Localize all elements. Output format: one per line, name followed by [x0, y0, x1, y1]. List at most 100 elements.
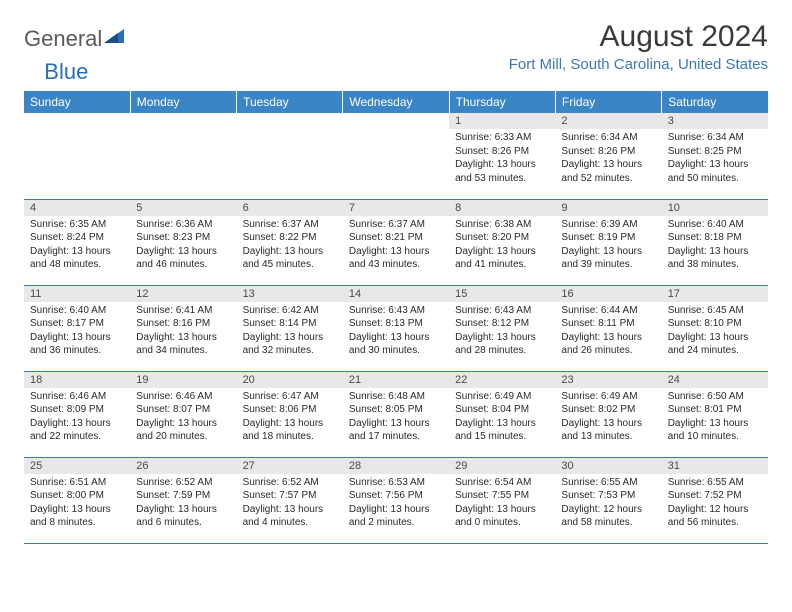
day-details: Sunrise: 6:52 AMSunset: 7:57 PMDaylight:…	[237, 474, 343, 534]
calendar-day-cell: 24Sunrise: 6:50 AMSunset: 8:01 PMDayligh…	[662, 371, 768, 457]
day-number: 13	[237, 286, 343, 302]
logo-text-blue: Blue	[44, 59, 88, 85]
day-number: 9	[555, 200, 661, 216]
calendar-week-row: 25Sunrise: 6:51 AMSunset: 8:00 PMDayligh…	[24, 457, 768, 543]
day-details: Sunrise: 6:54 AMSunset: 7:55 PMDaylight:…	[449, 474, 555, 534]
day-number: 11	[24, 286, 130, 302]
calendar-day-cell: 10Sunrise: 6:40 AMSunset: 8:18 PMDayligh…	[662, 199, 768, 285]
calendar-page: General August 2024 Fort Mill, South Car…	[0, 0, 792, 564]
month-title: August 2024	[509, 20, 768, 54]
calendar-day-cell: 28Sunrise: 6:53 AMSunset: 7:56 PMDayligh…	[343, 457, 449, 543]
day-number: 4	[24, 200, 130, 216]
day-number: 19	[130, 372, 236, 388]
day-details: Sunrise: 6:53 AMSunset: 7:56 PMDaylight:…	[343, 474, 449, 534]
day-details: Sunrise: 6:37 AMSunset: 8:22 PMDaylight:…	[237, 216, 343, 276]
day-number: 21	[343, 372, 449, 388]
calendar-day-cell: 30Sunrise: 6:55 AMSunset: 7:53 PMDayligh…	[555, 457, 661, 543]
day-details: Sunrise: 6:46 AMSunset: 8:09 PMDaylight:…	[24, 388, 130, 448]
day-details: Sunrise: 6:48 AMSunset: 8:05 PMDaylight:…	[343, 388, 449, 448]
calendar-day-cell: 18Sunrise: 6:46 AMSunset: 8:09 PMDayligh…	[24, 371, 130, 457]
calendar-header-row: SundayMondayTuesdayWednesdayThursdayFrid…	[24, 91, 768, 113]
day-number: 3	[662, 113, 768, 129]
day-details: Sunrise: 6:42 AMSunset: 8:14 PMDaylight:…	[237, 302, 343, 362]
day-number: 31	[662, 458, 768, 474]
day-number: 1	[449, 113, 555, 129]
calendar-day-cell: 19Sunrise: 6:46 AMSunset: 8:07 PMDayligh…	[130, 371, 236, 457]
calendar-day-cell: 6Sunrise: 6:37 AMSunset: 8:22 PMDaylight…	[237, 199, 343, 285]
weekday-header: Sunday	[24, 91, 130, 113]
day-details: Sunrise: 6:51 AMSunset: 8:00 PMDaylight:…	[24, 474, 130, 534]
day-details: Sunrise: 6:41 AMSunset: 8:16 PMDaylight:…	[130, 302, 236, 362]
calendar-day-cell	[130, 113, 236, 199]
day-details: Sunrise: 6:46 AMSunset: 8:07 PMDaylight:…	[130, 388, 236, 448]
calendar-day-cell: 11Sunrise: 6:40 AMSunset: 8:17 PMDayligh…	[24, 285, 130, 371]
day-details: Sunrise: 6:55 AMSunset: 7:52 PMDaylight:…	[662, 474, 768, 534]
day-details: Sunrise: 6:37 AMSunset: 8:21 PMDaylight:…	[343, 216, 449, 276]
day-details: Sunrise: 6:34 AMSunset: 8:25 PMDaylight:…	[662, 129, 768, 189]
calendar-week-row: 1Sunrise: 6:33 AMSunset: 8:26 PMDaylight…	[24, 113, 768, 199]
day-number: 24	[662, 372, 768, 388]
calendar-table: SundayMondayTuesdayWednesdayThursdayFrid…	[24, 91, 768, 544]
day-details: Sunrise: 6:47 AMSunset: 8:06 PMDaylight:…	[237, 388, 343, 448]
calendar-week-row: 18Sunrise: 6:46 AMSunset: 8:09 PMDayligh…	[24, 371, 768, 457]
logo-icon	[104, 25, 126, 51]
day-number: 15	[449, 286, 555, 302]
day-number: 16	[555, 286, 661, 302]
calendar-day-cell: 15Sunrise: 6:43 AMSunset: 8:12 PMDayligh…	[449, 285, 555, 371]
day-details: Sunrise: 6:52 AMSunset: 7:59 PMDaylight:…	[130, 474, 236, 534]
calendar-week-row: 11Sunrise: 6:40 AMSunset: 8:17 PMDayligh…	[24, 285, 768, 371]
day-details: Sunrise: 6:40 AMSunset: 8:18 PMDaylight:…	[662, 216, 768, 276]
calendar-day-cell: 4Sunrise: 6:35 AMSunset: 8:24 PMDaylight…	[24, 199, 130, 285]
day-number: 12	[130, 286, 236, 302]
calendar-day-cell: 3Sunrise: 6:34 AMSunset: 8:25 PMDaylight…	[662, 113, 768, 199]
day-details: Sunrise: 6:33 AMSunset: 8:26 PMDaylight:…	[449, 129, 555, 189]
weekday-header: Tuesday	[237, 91, 343, 113]
day-details: Sunrise: 6:43 AMSunset: 8:13 PMDaylight:…	[343, 302, 449, 362]
day-details: Sunrise: 6:55 AMSunset: 7:53 PMDaylight:…	[555, 474, 661, 534]
calendar-day-cell: 9Sunrise: 6:39 AMSunset: 8:19 PMDaylight…	[555, 199, 661, 285]
day-number: 28	[343, 458, 449, 474]
day-details: Sunrise: 6:34 AMSunset: 8:26 PMDaylight:…	[555, 129, 661, 189]
day-number: 25	[24, 458, 130, 474]
calendar-day-cell: 31Sunrise: 6:55 AMSunset: 7:52 PMDayligh…	[662, 457, 768, 543]
day-details: Sunrise: 6:39 AMSunset: 8:19 PMDaylight:…	[555, 216, 661, 276]
day-number: 18	[24, 372, 130, 388]
day-details: Sunrise: 6:49 AMSunset: 8:02 PMDaylight:…	[555, 388, 661, 448]
calendar-day-cell: 5Sunrise: 6:36 AMSunset: 8:23 PMDaylight…	[130, 199, 236, 285]
weekday-header: Thursday	[449, 91, 555, 113]
day-number: 20	[237, 372, 343, 388]
calendar-day-cell: 22Sunrise: 6:49 AMSunset: 8:04 PMDayligh…	[449, 371, 555, 457]
weekday-header: Friday	[555, 91, 661, 113]
logo: General	[24, 26, 126, 52]
calendar-day-cell: 25Sunrise: 6:51 AMSunset: 8:00 PMDayligh…	[24, 457, 130, 543]
day-number: 27	[237, 458, 343, 474]
location: Fort Mill, South Carolina, United States	[509, 56, 768, 73]
day-details: Sunrise: 6:44 AMSunset: 8:11 PMDaylight:…	[555, 302, 661, 362]
calendar-day-cell: 17Sunrise: 6:45 AMSunset: 8:10 PMDayligh…	[662, 285, 768, 371]
day-number: 6	[237, 200, 343, 216]
calendar-day-cell: 2Sunrise: 6:34 AMSunset: 8:26 PMDaylight…	[555, 113, 661, 199]
calendar-day-cell: 8Sunrise: 6:38 AMSunset: 8:20 PMDaylight…	[449, 199, 555, 285]
day-number: 26	[130, 458, 236, 474]
title-block: August 2024 Fort Mill, South Carolina, U…	[509, 20, 768, 73]
day-details: Sunrise: 6:38 AMSunset: 8:20 PMDaylight:…	[449, 216, 555, 276]
day-number: 7	[343, 200, 449, 216]
day-number: 2	[555, 113, 661, 129]
calendar-day-cell: 14Sunrise: 6:43 AMSunset: 8:13 PMDayligh…	[343, 285, 449, 371]
calendar-day-cell: 23Sunrise: 6:49 AMSunset: 8:02 PMDayligh…	[555, 371, 661, 457]
day-details: Sunrise: 6:43 AMSunset: 8:12 PMDaylight:…	[449, 302, 555, 362]
day-details: Sunrise: 6:35 AMSunset: 8:24 PMDaylight:…	[24, 216, 130, 276]
day-details: Sunrise: 6:36 AMSunset: 8:23 PMDaylight:…	[130, 216, 236, 276]
calendar-week-row: 4Sunrise: 6:35 AMSunset: 8:24 PMDaylight…	[24, 199, 768, 285]
logo-text-general: General	[24, 26, 102, 52]
calendar-day-cell: 26Sunrise: 6:52 AMSunset: 7:59 PMDayligh…	[130, 457, 236, 543]
calendar-day-cell: 13Sunrise: 6:42 AMSunset: 8:14 PMDayligh…	[237, 285, 343, 371]
day-number: 29	[449, 458, 555, 474]
calendar-day-cell	[343, 113, 449, 199]
day-details: Sunrise: 6:49 AMSunset: 8:04 PMDaylight:…	[449, 388, 555, 448]
weekday-header: Monday	[130, 91, 236, 113]
calendar-day-cell: 21Sunrise: 6:48 AMSunset: 8:05 PMDayligh…	[343, 371, 449, 457]
calendar-day-cell	[24, 113, 130, 199]
calendar-body: 1Sunrise: 6:33 AMSunset: 8:26 PMDaylight…	[24, 113, 768, 543]
calendar-day-cell: 20Sunrise: 6:47 AMSunset: 8:06 PMDayligh…	[237, 371, 343, 457]
